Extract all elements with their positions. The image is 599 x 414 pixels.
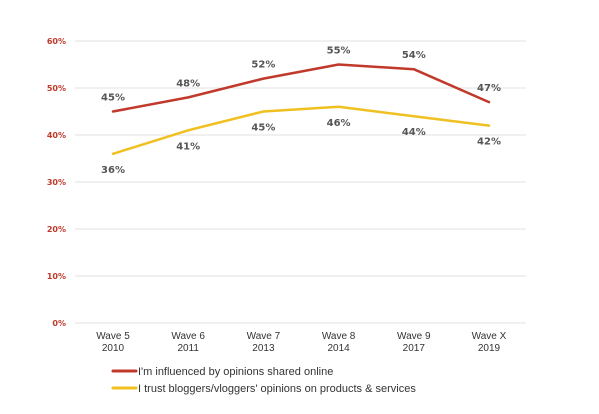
- y-axis-tick-labels: 0% 10% 20% 30% 40% 50% 60%: [47, 37, 66, 328]
- legend-label: I trust bloggers/vloggers' opinions on p…: [138, 383, 416, 395]
- x-tick-label-year: 2017: [403, 343, 426, 354]
- data-label: 45%: [251, 123, 275, 134]
- data-label: 46%: [327, 118, 351, 129]
- data-label: 36%: [101, 165, 125, 176]
- data-label: 44%: [402, 127, 426, 138]
- x-tick-label-year: 2019: [478, 343, 501, 354]
- y-tick-label: 60%: [47, 37, 66, 46]
- data-label: 52%: [251, 60, 275, 71]
- data-label: 47%: [477, 83, 501, 94]
- y-tick-label: 10%: [47, 272, 66, 281]
- y-tick-label: 40%: [47, 131, 66, 140]
- data-labels: 45% 48% 52% 55% 54% 47% 36% 41% 45% 46% 44% 42%: [101, 46, 501, 176]
- data-label: 41%: [176, 141, 200, 152]
- y-tick-label: 20%: [47, 225, 66, 234]
- x-tick-label-year: 2013: [252, 343, 275, 354]
- x-tick-label: Wave 5: [96, 331, 130, 342]
- series-lines: [111, 63, 491, 156]
- y-tick-label: 30%: [47, 178, 66, 187]
- data-label: 42%: [477, 137, 501, 148]
- data-label: 54%: [402, 50, 426, 61]
- data-label: 48%: [176, 78, 200, 89]
- y-tick-label: 0%: [52, 319, 66, 328]
- legend: I'm influenced by opinions shared online…: [111, 366, 416, 395]
- x-tick-label: Wave 6: [171, 331, 205, 342]
- x-tick-label: Wave 9: [397, 331, 431, 342]
- legend-label: I'm influenced by opinions shared online: [138, 366, 333, 378]
- y-tick-label: 50%: [47, 84, 66, 93]
- gridlines: [75, 40, 526, 324]
- x-tick-label: Wave 7: [247, 331, 281, 342]
- series-line: [111, 63, 491, 113]
- x-tick-label: Wave X: [472, 331, 507, 342]
- x-tick-label-year: 2014: [327, 343, 350, 354]
- x-tick-label: Wave 8: [322, 331, 356, 342]
- x-tick-label-year: 2011: [177, 343, 199, 354]
- data-label: 55%: [327, 46, 351, 57]
- x-tick-label-year: 2010: [102, 343, 125, 354]
- data-label: 45%: [101, 93, 125, 104]
- series-line: [111, 105, 491, 156]
